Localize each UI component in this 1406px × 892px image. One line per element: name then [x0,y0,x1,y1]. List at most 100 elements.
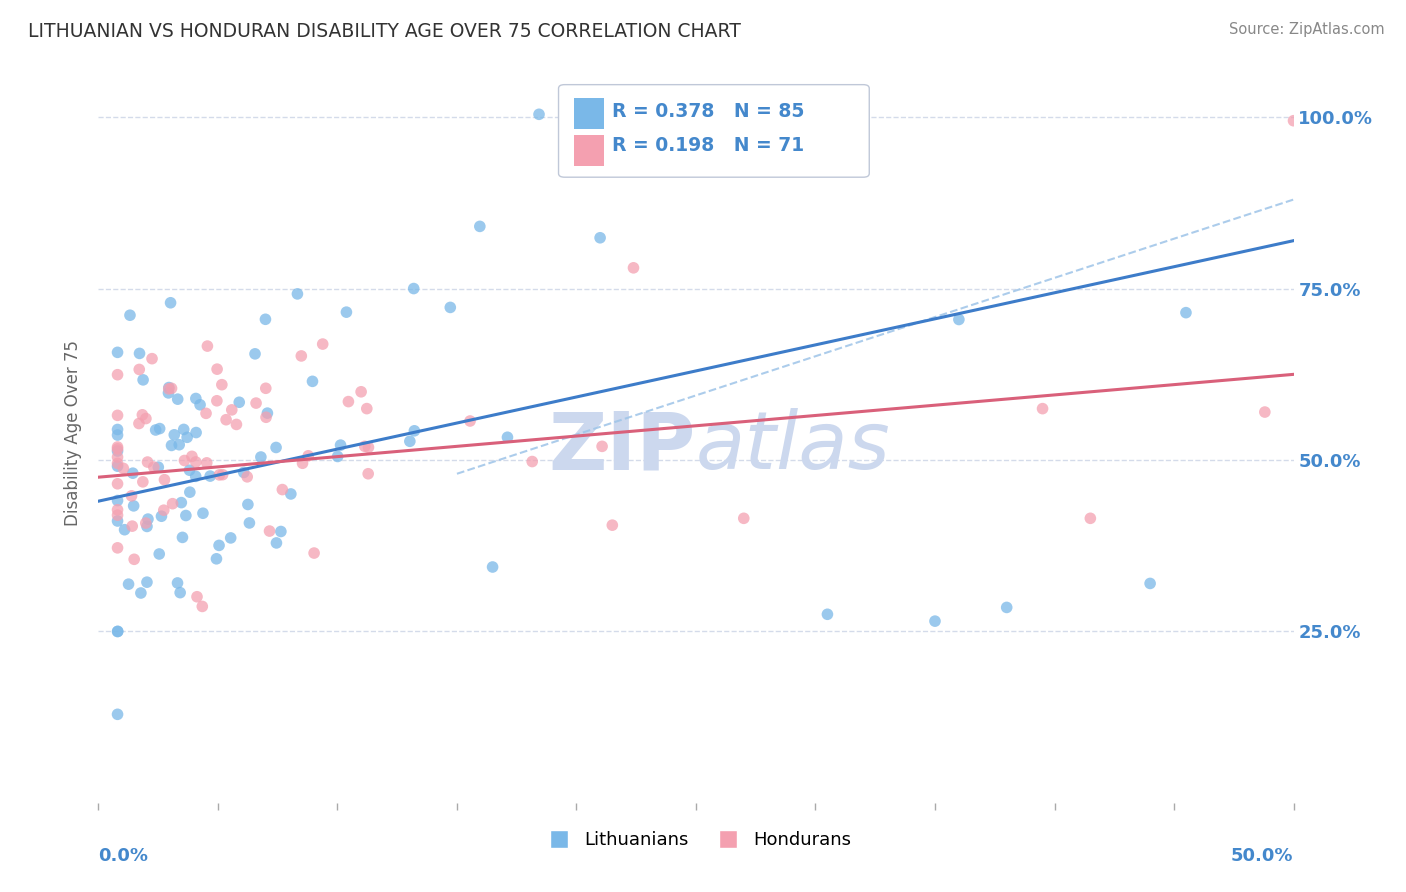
Point [245,396,267,410]
Point [458,414,481,428]
Point [136,512,159,526]
Point [995,600,1018,615]
Point [114,523,136,537]
Point [107,541,129,555]
Point [136,519,159,533]
Point [259,524,281,538]
Point [135,516,157,530]
Point [107,508,129,523]
Bar [574,135,605,166]
Point [107,422,129,436]
Point [302,546,325,560]
Point [107,476,129,491]
Point [350,384,373,399]
Point [162,497,184,511]
Point [172,530,194,544]
Point [280,487,302,501]
Point [107,456,129,470]
Point [591,439,613,453]
Point [250,450,273,464]
Point [290,349,312,363]
Point [122,552,145,566]
Point [107,442,129,456]
Text: R = 0.198   N = 71: R = 0.198 N = 71 [613,136,804,155]
Point [681,117,703,131]
Point [132,373,155,387]
Point [135,411,157,425]
Point [167,438,190,452]
Point [527,107,550,121]
Text: ZIP: ZIP [548,409,696,486]
FancyBboxPatch shape [558,85,869,178]
Point [160,438,183,452]
Point [163,427,186,442]
Point [169,585,191,599]
Point [195,456,218,470]
Y-axis label: Disability Age Over 75: Disability Age Over 75 [65,340,83,525]
Point [150,509,173,524]
Point [149,421,172,435]
Point [522,454,544,468]
Point [107,409,129,423]
Point [243,347,266,361]
Point [219,531,242,545]
Point [107,624,129,639]
Point [141,351,163,366]
Point [221,402,243,417]
Legend: Lithuanians, Hondurans: Lithuanians, Hondurans [533,824,859,856]
Point [205,551,228,566]
Point [1282,113,1305,128]
Point [733,511,755,525]
Point [287,286,309,301]
Point [186,590,208,604]
Point [131,408,153,422]
Point [184,425,207,440]
Point [160,381,183,395]
Point [121,466,143,480]
Point [148,460,170,475]
Point [623,260,645,275]
Point [398,434,420,449]
Text: LITHUANIAN VS HONDURAN DISABILITY AGE OVER 75 CORRELATION CHART: LITHUANIAN VS HONDURAN DISABILITY AGE OV… [28,22,741,41]
Point [107,502,129,516]
Point [107,444,129,458]
Point [948,312,970,326]
Point [152,503,174,517]
Point [271,483,294,497]
Point [208,467,231,482]
Point [337,394,360,409]
Point [173,422,195,436]
Point [198,469,221,483]
Point [266,536,288,550]
Point [180,450,202,464]
Point [132,475,155,489]
Point [157,382,180,396]
Point [496,430,519,444]
Point [264,441,287,455]
Point [439,301,461,315]
Point [176,430,198,444]
Text: R = 0.378   N = 85: R = 0.378 N = 85 [613,102,804,120]
Point [129,586,152,600]
Point [602,518,624,533]
Point [353,439,375,453]
Point [254,312,277,326]
Point [157,380,180,394]
Point [228,395,250,409]
Point [236,498,259,512]
Point [142,460,165,475]
Point [254,410,277,425]
Point [254,381,277,395]
Bar [574,98,605,129]
Point [404,424,426,438]
Point [1080,511,1102,525]
Point [191,506,214,520]
Point [184,392,207,406]
Point [136,455,159,469]
Point [205,393,228,408]
Point [232,466,254,480]
Point [1175,306,1198,320]
Point [654,113,676,128]
Point [128,346,150,360]
Point [107,345,129,359]
